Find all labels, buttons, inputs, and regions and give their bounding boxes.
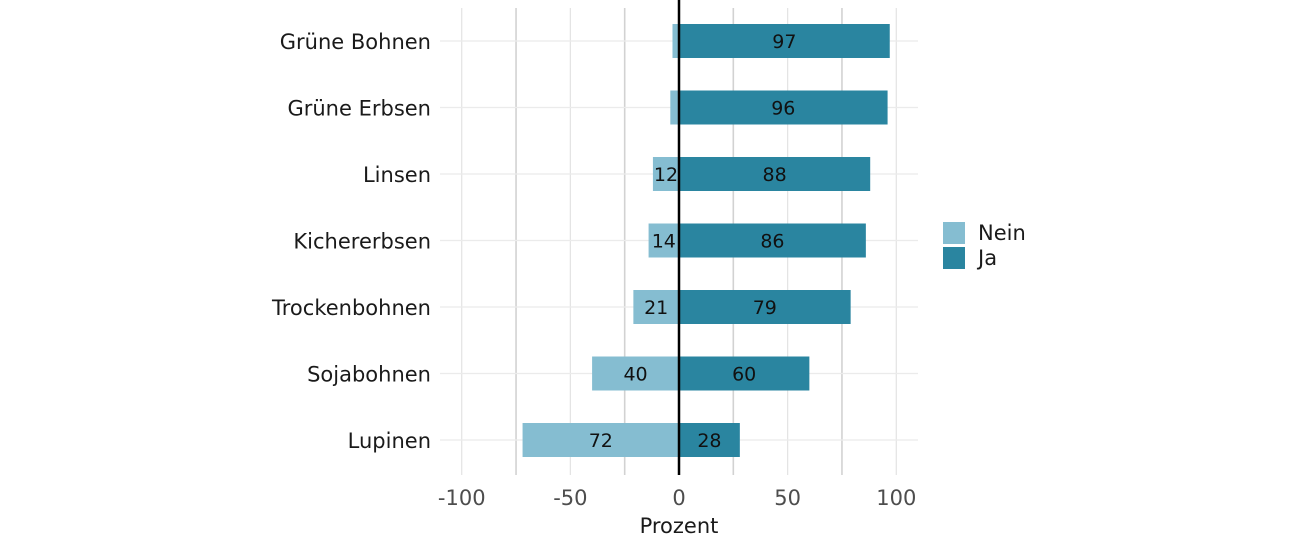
x-tick-label: -100: [438, 486, 486, 510]
bar-ja: [679, 24, 890, 58]
bars: [522, 24, 890, 457]
category-label: Lupinen: [348, 429, 431, 453]
x-axis-title: Prozent: [640, 514, 719, 538]
bar-ja: [679, 290, 851, 324]
data-label: 86: [760, 231, 784, 253]
category-label: Linsen: [363, 163, 431, 187]
data-labels: 12 14 21 40 72 97 96 88 86 79 60 28: [589, 31, 797, 452]
bar-ja: [679, 90, 888, 125]
bar-nein: [652, 157, 679, 191]
bar-ja: [679, 223, 866, 258]
data-label: 21: [644, 297, 668, 319]
bar-ja: [679, 356, 810, 391]
bar-nein: [672, 24, 679, 58]
category-label: Kichererbsen: [293, 230, 431, 254]
category-labels: Grüne Bohnen Grüne Erbsen Linsen Kichererbs…: [271, 30, 431, 453]
data-label: 72: [589, 430, 613, 452]
legend-swatch-nein: [943, 222, 965, 244]
data-label: 88: [763, 164, 787, 186]
data-label: 60: [732, 364, 756, 386]
data-label: 28: [697, 430, 721, 452]
bar-nein: [633, 290, 679, 324]
x-tick-label: -50: [553, 486, 587, 510]
data-label: 14: [652, 231, 676, 253]
data-label: 12: [654, 164, 678, 186]
x-tick-label: 100: [876, 486, 916, 510]
data-label: 97: [772, 31, 796, 53]
x-tick-labels: -100 -50 0 50 100: [438, 486, 916, 510]
category-label: Grüne Bohnen: [280, 30, 431, 54]
bar-ja: [679, 157, 871, 191]
category-label: Sojabohnen: [307, 363, 431, 387]
x-tick-label: 50: [774, 486, 801, 510]
x-tick-label: 0: [672, 486, 685, 510]
data-label: 79: [753, 297, 777, 319]
legend-label: Ja: [976, 246, 997, 270]
category-label: Grüne Erbsen: [287, 97, 431, 121]
data-label: 40: [623, 364, 647, 386]
data-label: 96: [771, 98, 795, 120]
category-label: Trockenbohnen: [271, 296, 431, 320]
bar-nein: [592, 356, 679, 391]
legend-label: Nein: [978, 221, 1026, 245]
legend-swatch-ja: [943, 247, 965, 269]
bar-nein: [670, 90, 679, 125]
bar-ja: [679, 423, 740, 457]
bar-nein: [522, 423, 679, 457]
bar-nein: [648, 223, 679, 258]
